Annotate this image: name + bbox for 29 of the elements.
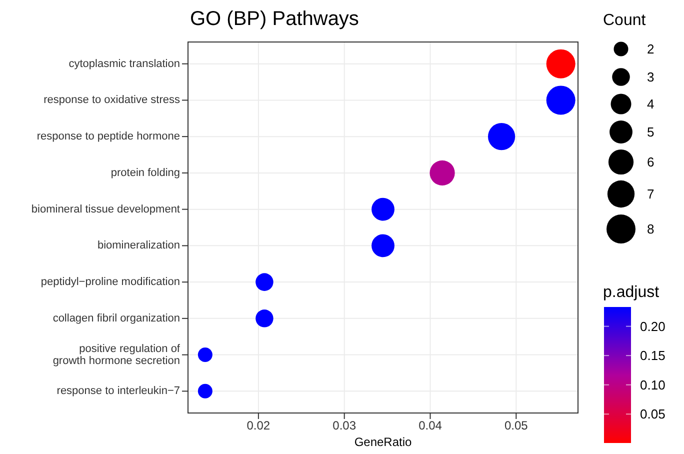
chart-title: GO (BP) Pathways xyxy=(190,8,359,31)
y-tick-label: biomineralization xyxy=(97,240,180,252)
color-bar-label: 0.05 xyxy=(640,406,666,422)
y-tick-label: response to interleukin−7 xyxy=(56,385,180,398)
y-tick-label: response to oxidative stress xyxy=(44,94,180,106)
y-tick-label: biomineral tissue development xyxy=(31,203,180,216)
y-tick-label: collagen fibril organization xyxy=(52,312,180,324)
y-tick-label: cytoplasmic translation xyxy=(68,58,180,70)
x-tick-label: 0.03 xyxy=(332,418,356,433)
color-bar-label: 0.10 xyxy=(640,377,666,392)
x-tick-label: 0.02 xyxy=(246,418,270,433)
legend-label: 2 xyxy=(647,42,654,56)
legend-label: 5 xyxy=(647,124,654,140)
x-tick-label: 0.04 xyxy=(418,418,442,433)
legend-label: 6 xyxy=(647,154,654,170)
x-axis-title: GeneRatio xyxy=(354,435,412,449)
legend-label: 4 xyxy=(647,96,654,112)
legend-label: 7 xyxy=(647,186,654,202)
color-bar-title: p.adjust xyxy=(603,284,660,301)
color-bar-label: 0.15 xyxy=(640,348,666,364)
y-tick-label: response to peptide hormone xyxy=(36,130,180,143)
x-tick-label: 0.05 xyxy=(504,418,528,433)
legend-label: 8 xyxy=(647,222,654,236)
y-tick-label: peptidyl−proline modification xyxy=(40,276,180,288)
y-tick-label: positive regulation of growth hormone secretion xyxy=(52,342,181,367)
legend-label: 3 xyxy=(647,70,654,84)
legend-title: Count xyxy=(603,12,646,29)
color-bar-label: 0.20 xyxy=(640,318,666,334)
y-tick-label: protein folding xyxy=(110,166,180,179)
